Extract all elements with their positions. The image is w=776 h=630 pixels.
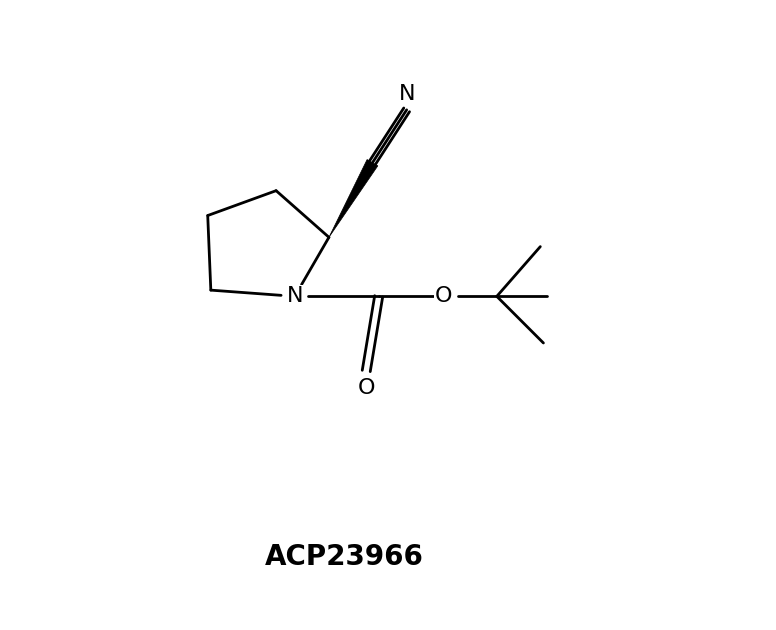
Polygon shape — [329, 159, 378, 238]
Text: N: N — [286, 287, 303, 306]
Text: O: O — [358, 379, 375, 398]
Text: O: O — [435, 287, 452, 306]
Text: N: N — [398, 84, 415, 103]
Text: ACP23966: ACP23966 — [265, 544, 424, 571]
